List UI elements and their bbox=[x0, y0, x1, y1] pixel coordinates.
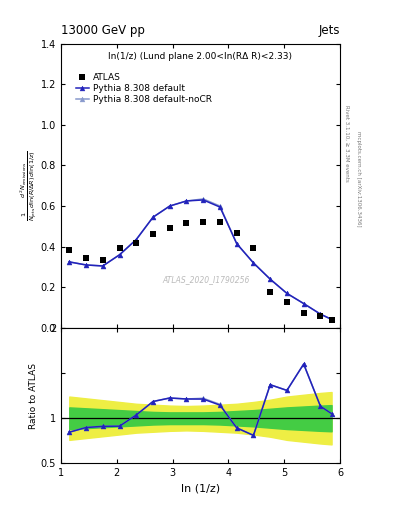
Text: 13000 GeV pp: 13000 GeV pp bbox=[61, 24, 145, 37]
Pythia 8.308 default bbox=[151, 214, 155, 220]
Pythia 8.308 default bbox=[218, 204, 222, 210]
Y-axis label: $\frac{1}{N_{\mathrm{jets}}}\frac{d^2 N_{\mathrm{emissions}}}{d\ln(R/\Delta R)\,: $\frac{1}{N_{\mathrm{jets}}}\frac{d^2 N_… bbox=[18, 150, 39, 221]
ATLAS bbox=[317, 312, 323, 320]
Text: Jets: Jets bbox=[318, 24, 340, 37]
Text: Rivet 3.1.10, ≥ 3.3M events: Rivet 3.1.10, ≥ 3.3M events bbox=[344, 105, 349, 182]
ATLAS bbox=[284, 297, 290, 306]
Pythia 8.308 default bbox=[101, 263, 105, 269]
Pythia 8.308 default bbox=[67, 259, 72, 265]
Line: Pythia 8.308 default-noCR: Pythia 8.308 default-noCR bbox=[67, 197, 334, 322]
Pythia 8.308 default-noCR bbox=[84, 262, 88, 268]
Line: Pythia 8.308 default: Pythia 8.308 default bbox=[67, 198, 334, 322]
ATLAS bbox=[217, 218, 223, 226]
Y-axis label: Ratio to ATLAS: Ratio to ATLAS bbox=[29, 362, 38, 429]
ATLAS bbox=[133, 239, 140, 247]
Legend: ATLAS, Pythia 8.308 default, Pythia 8.308 default-noCR: ATLAS, Pythia 8.308 default, Pythia 8.30… bbox=[74, 71, 213, 106]
Pythia 8.308 default bbox=[251, 260, 256, 266]
Pythia 8.308 default-noCR bbox=[167, 203, 172, 209]
ATLAS bbox=[116, 244, 123, 252]
Pythia 8.308 default-noCR bbox=[268, 276, 272, 282]
Text: ln(1/z) (Lund plane 2.00<ln(RΔ R)<2.33): ln(1/z) (Lund plane 2.00<ln(RΔ R)<2.33) bbox=[108, 52, 292, 61]
ATLAS bbox=[267, 288, 273, 296]
ATLAS bbox=[83, 254, 89, 262]
ATLAS bbox=[100, 256, 106, 264]
Pythia 8.308 default-noCR bbox=[285, 290, 289, 296]
Pythia 8.308 default-noCR bbox=[101, 263, 105, 269]
Pythia 8.308 default bbox=[201, 197, 206, 203]
Pythia 8.308 default bbox=[84, 262, 88, 268]
Pythia 8.308 default-noCR bbox=[201, 196, 206, 202]
Pythia 8.308 default-noCR bbox=[184, 198, 189, 204]
Pythia 8.308 default bbox=[318, 311, 323, 317]
ATLAS bbox=[250, 244, 257, 252]
Pythia 8.308 default bbox=[301, 301, 306, 307]
Pythia 8.308 default bbox=[234, 241, 239, 247]
Pythia 8.308 default-noCR bbox=[329, 316, 334, 323]
ATLAS bbox=[233, 229, 240, 238]
ATLAS bbox=[167, 224, 173, 232]
Pythia 8.308 default-noCR bbox=[67, 259, 72, 265]
Text: mcplots.cern.ch [arXiv:1306.3436]: mcplots.cern.ch [arXiv:1306.3436] bbox=[356, 132, 361, 227]
X-axis label: ln (1/z): ln (1/z) bbox=[181, 484, 220, 494]
Pythia 8.308 default bbox=[268, 276, 272, 282]
Pythia 8.308 default-noCR bbox=[301, 301, 306, 307]
Pythia 8.308 default-noCR bbox=[134, 237, 139, 243]
Pythia 8.308 default bbox=[167, 203, 172, 209]
Pythia 8.308 default-noCR bbox=[117, 252, 122, 258]
Pythia 8.308 default-noCR bbox=[151, 214, 155, 220]
Pythia 8.308 default bbox=[329, 316, 334, 323]
Pythia 8.308 default bbox=[285, 290, 289, 296]
ATLAS bbox=[200, 218, 206, 226]
ATLAS bbox=[66, 246, 72, 254]
ATLAS bbox=[183, 219, 190, 227]
ATLAS bbox=[301, 309, 307, 317]
Pythia 8.308 default bbox=[117, 252, 122, 258]
Pythia 8.308 default-noCR bbox=[318, 311, 323, 317]
Pythia 8.308 default bbox=[134, 237, 139, 243]
ATLAS bbox=[329, 316, 335, 324]
Pythia 8.308 default-noCR bbox=[234, 241, 239, 247]
ATLAS bbox=[150, 230, 156, 239]
Pythia 8.308 default-noCR bbox=[218, 203, 222, 209]
Text: ATLAS_2020_I1790256: ATLAS_2020_I1790256 bbox=[162, 275, 250, 284]
Pythia 8.308 default-noCR bbox=[251, 260, 256, 266]
Pythia 8.308 default bbox=[184, 198, 189, 204]
